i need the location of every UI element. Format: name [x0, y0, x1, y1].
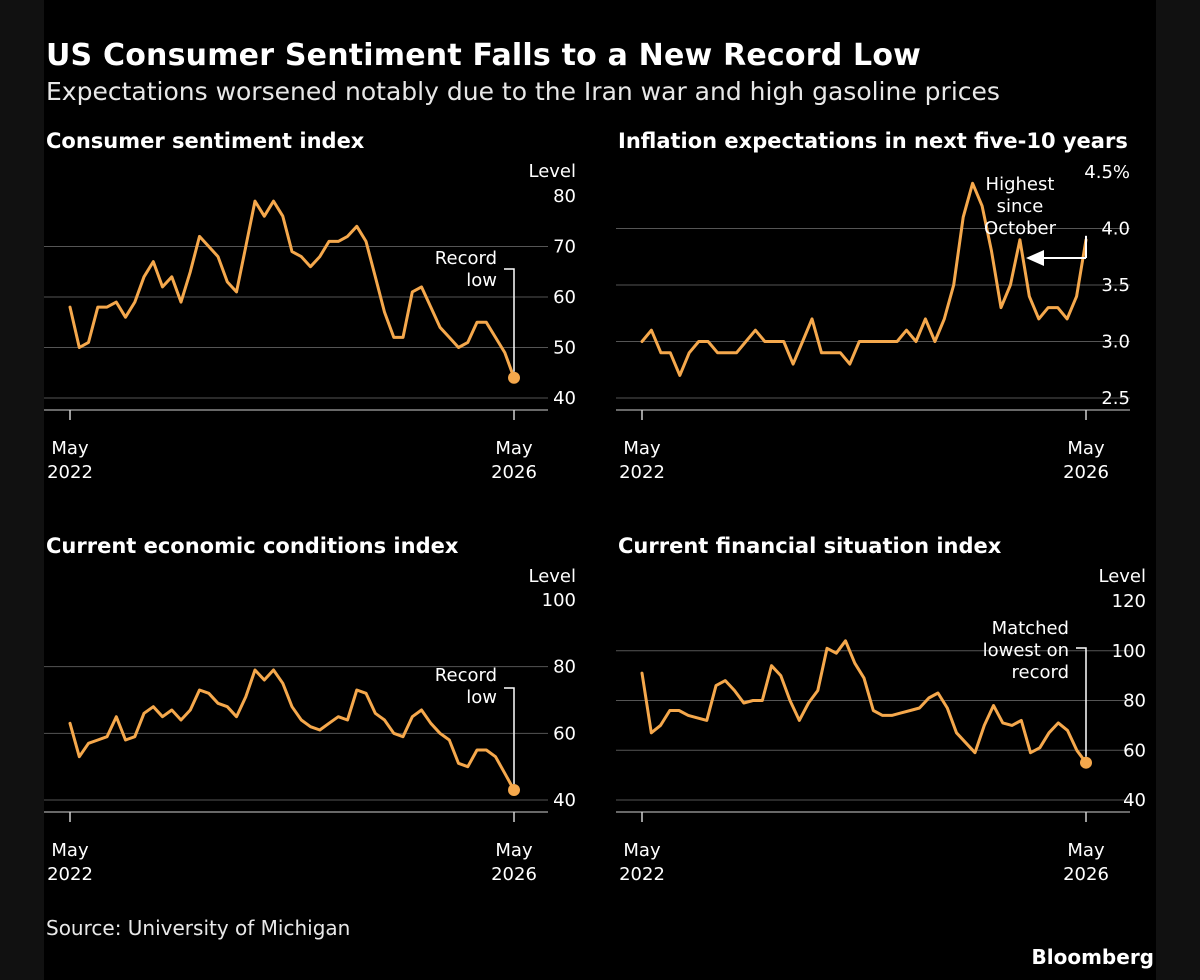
x-tick-label: May — [1067, 840, 1105, 861]
y-tick-label: 80 — [553, 657, 576, 678]
x-tick-label: May — [51, 840, 89, 861]
y-tick-label: 40 — [553, 790, 576, 811]
annotation-text: Record — [435, 665, 497, 686]
x-tick-label: 2026 — [491, 864, 537, 885]
series-line — [68, 199, 516, 380]
y-tick-label: 70 — [553, 237, 576, 258]
y-tick-label: 80 — [1123, 691, 1146, 712]
y-tick-label: 60 — [553, 287, 576, 308]
x-tick-label: May — [1067, 438, 1105, 459]
annotation-text: lowest on — [983, 640, 1069, 661]
x-tick-label: 2026 — [1063, 462, 1109, 483]
y-tick-label: 60 — [553, 723, 576, 744]
annotation-text: low — [466, 270, 497, 291]
annotation-arrowhead — [1026, 250, 1044, 266]
left-margin — [0, 0, 44, 980]
y-tick-label: 60 — [1123, 740, 1146, 761]
x-tick-label: May — [495, 840, 533, 861]
x-tick-label: 2022 — [619, 462, 665, 483]
source-note: Source: University of Michigan — [46, 916, 351, 940]
chart-panel-4: Current financial situation index Level 40… — [616, 534, 1146, 885]
x-tick-label: May — [623, 438, 661, 459]
annotation-text: Highest — [986, 174, 1055, 195]
y-tick-label: 40 — [553, 388, 576, 409]
annotation-leader — [504, 268, 515, 372]
annotation-text: record — [1012, 662, 1070, 683]
chart-panel-2: Inflation expectations in next five-10 y… — [616, 129, 1130, 483]
x-tick-label: 2026 — [491, 462, 537, 483]
annotation-leader — [504, 687, 515, 784]
chart-panel-3: Current economic conditions index Level 40… — [44, 534, 576, 885]
y-tick-label: 2.5 — [1101, 388, 1130, 409]
chart-panel-1: Consumer sentiment index Level 40 50 60 70 80 M… — [44, 129, 576, 483]
y-tick-label: 120 — [1112, 591, 1146, 612]
x-tick-label: 2022 — [47, 864, 93, 885]
x-tick-label: May — [623, 840, 661, 861]
x-tick-label: 2022 — [47, 462, 93, 483]
x-tick-label: May — [495, 438, 533, 459]
last-point-marker — [1080, 756, 1092, 769]
y-tick-label: 4.5% — [1084, 162, 1130, 183]
annotation-leader — [1076, 647, 1087, 757]
y-tick-label: 100 — [542, 590, 576, 611]
annotation-text: Matched — [992, 618, 1069, 639]
panel-title: Current financial situation index — [618, 534, 1002, 558]
annotation-text: Record — [435, 248, 497, 269]
y-tick-label: 80 — [553, 186, 576, 207]
annotation-text: low — [466, 687, 497, 708]
unit-label: Level — [528, 161, 576, 182]
unit-label: Level — [1098, 566, 1146, 587]
bloomberg-logo: Bloomberg — [1031, 945, 1154, 969]
y-tick-label: 40 — [1123, 790, 1146, 811]
series-line — [68, 668, 516, 792]
x-tick-label: 2022 — [619, 864, 665, 885]
panel-title: Consumer sentiment index — [46, 129, 365, 153]
y-tick-label: 50 — [553, 338, 576, 359]
right-margin — [1156, 0, 1200, 980]
series-line — [640, 639, 1088, 765]
y-tick-label: 3.0 — [1101, 332, 1130, 353]
annotation-text: since — [997, 196, 1044, 217]
last-point-marker — [508, 371, 520, 384]
last-point-marker — [508, 784, 520, 796]
y-tick-label: 100 — [1112, 641, 1146, 662]
figure-title: US Consumer Sentiment Falls to a New Rec… — [46, 38, 922, 73]
x-tick-label: 2026 — [1063, 864, 1109, 885]
series-line — [640, 181, 1088, 377]
panel-title: Inflation expectations in next five-10 y… — [618, 129, 1128, 153]
y-tick-label: 4.0 — [1101, 219, 1130, 240]
annotation-text: October — [984, 218, 1057, 239]
unit-label: Level — [528, 566, 576, 587]
figure-subtitle: Expectations worsened notably due to the… — [46, 77, 1000, 106]
x-tick-label: May — [51, 438, 89, 459]
panel-title: Current economic conditions index — [46, 534, 459, 558]
y-tick-label: 3.5 — [1101, 275, 1130, 296]
